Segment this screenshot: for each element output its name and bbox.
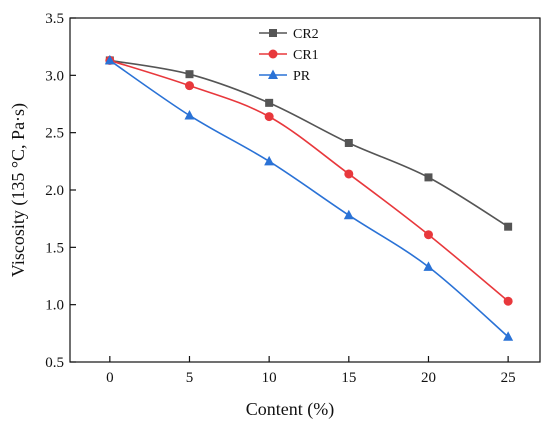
y-axis-ticks: 0.5 1.0 1.5 2.0 2.5 3.0 3.5 <box>45 11 76 371</box>
y-tick-label: 1.0 <box>45 298 64 314</box>
data-point-pr <box>343 209 354 220</box>
legend-label-pr: PR <box>293 69 311 84</box>
legend-marker-cr2 <box>269 29 277 37</box>
legend-label-cr1: CR1 <box>293 48 319 63</box>
data-point-pr <box>104 54 115 65</box>
y-tick-label: 3.5 <box>45 11 64 27</box>
series-lines <box>109 59 509 338</box>
y-tick-label: 3.0 <box>45 68 64 84</box>
data-point-pr <box>264 155 275 166</box>
data-point-pr <box>423 261 434 271</box>
data-point-cr2 <box>424 173 433 182</box>
data-point-cr1 <box>503 296 513 306</box>
x-axis-ticks: 0 5 10 15 20 25 <box>106 356 516 386</box>
y-axis-label: Viscosity (135 °C, Pa·s) <box>8 103 29 277</box>
data-point-cr1 <box>184 81 194 91</box>
series-line-cr2 <box>109 59 509 228</box>
x-axis-label: Content (%) <box>246 399 334 420</box>
data-point-cr2 <box>185 70 194 79</box>
x-tick-label: 20 <box>421 370 436 386</box>
data-point-cr1 <box>264 112 274 122</box>
data-point-cr2 <box>344 138 353 147</box>
legend-marker-cr1 <box>268 49 278 59</box>
x-tick-label: 5 <box>186 370 194 386</box>
data-point-cr1 <box>423 230 433 240</box>
series-line-cr1 <box>109 59 509 302</box>
data-point-pr <box>184 109 195 120</box>
data-point-pr <box>503 331 514 341</box>
series-line-pr <box>109 59 509 338</box>
x-tick-label: 10 <box>262 370 277 386</box>
y-tick-label: 0.5 <box>45 355 64 371</box>
legend: CR2 CR1 PR <box>259 27 319 84</box>
legend-label-cr2: CR2 <box>293 27 319 42</box>
data-point-cr2 <box>265 98 274 107</box>
series-markers <box>104 54 514 341</box>
data-point-cr1 <box>344 169 354 179</box>
legend-marker-pr <box>268 69 278 79</box>
y-tick-label: 1.5 <box>45 240 64 256</box>
x-tick-label: 25 <box>501 370 516 386</box>
y-tick-label: 2.0 <box>45 183 64 199</box>
data-point-cr2 <box>504 222 513 231</box>
x-tick-label: 15 <box>341 370 356 386</box>
y-tick-label: 2.5 <box>45 126 64 142</box>
x-tick-label: 0 <box>106 370 114 386</box>
